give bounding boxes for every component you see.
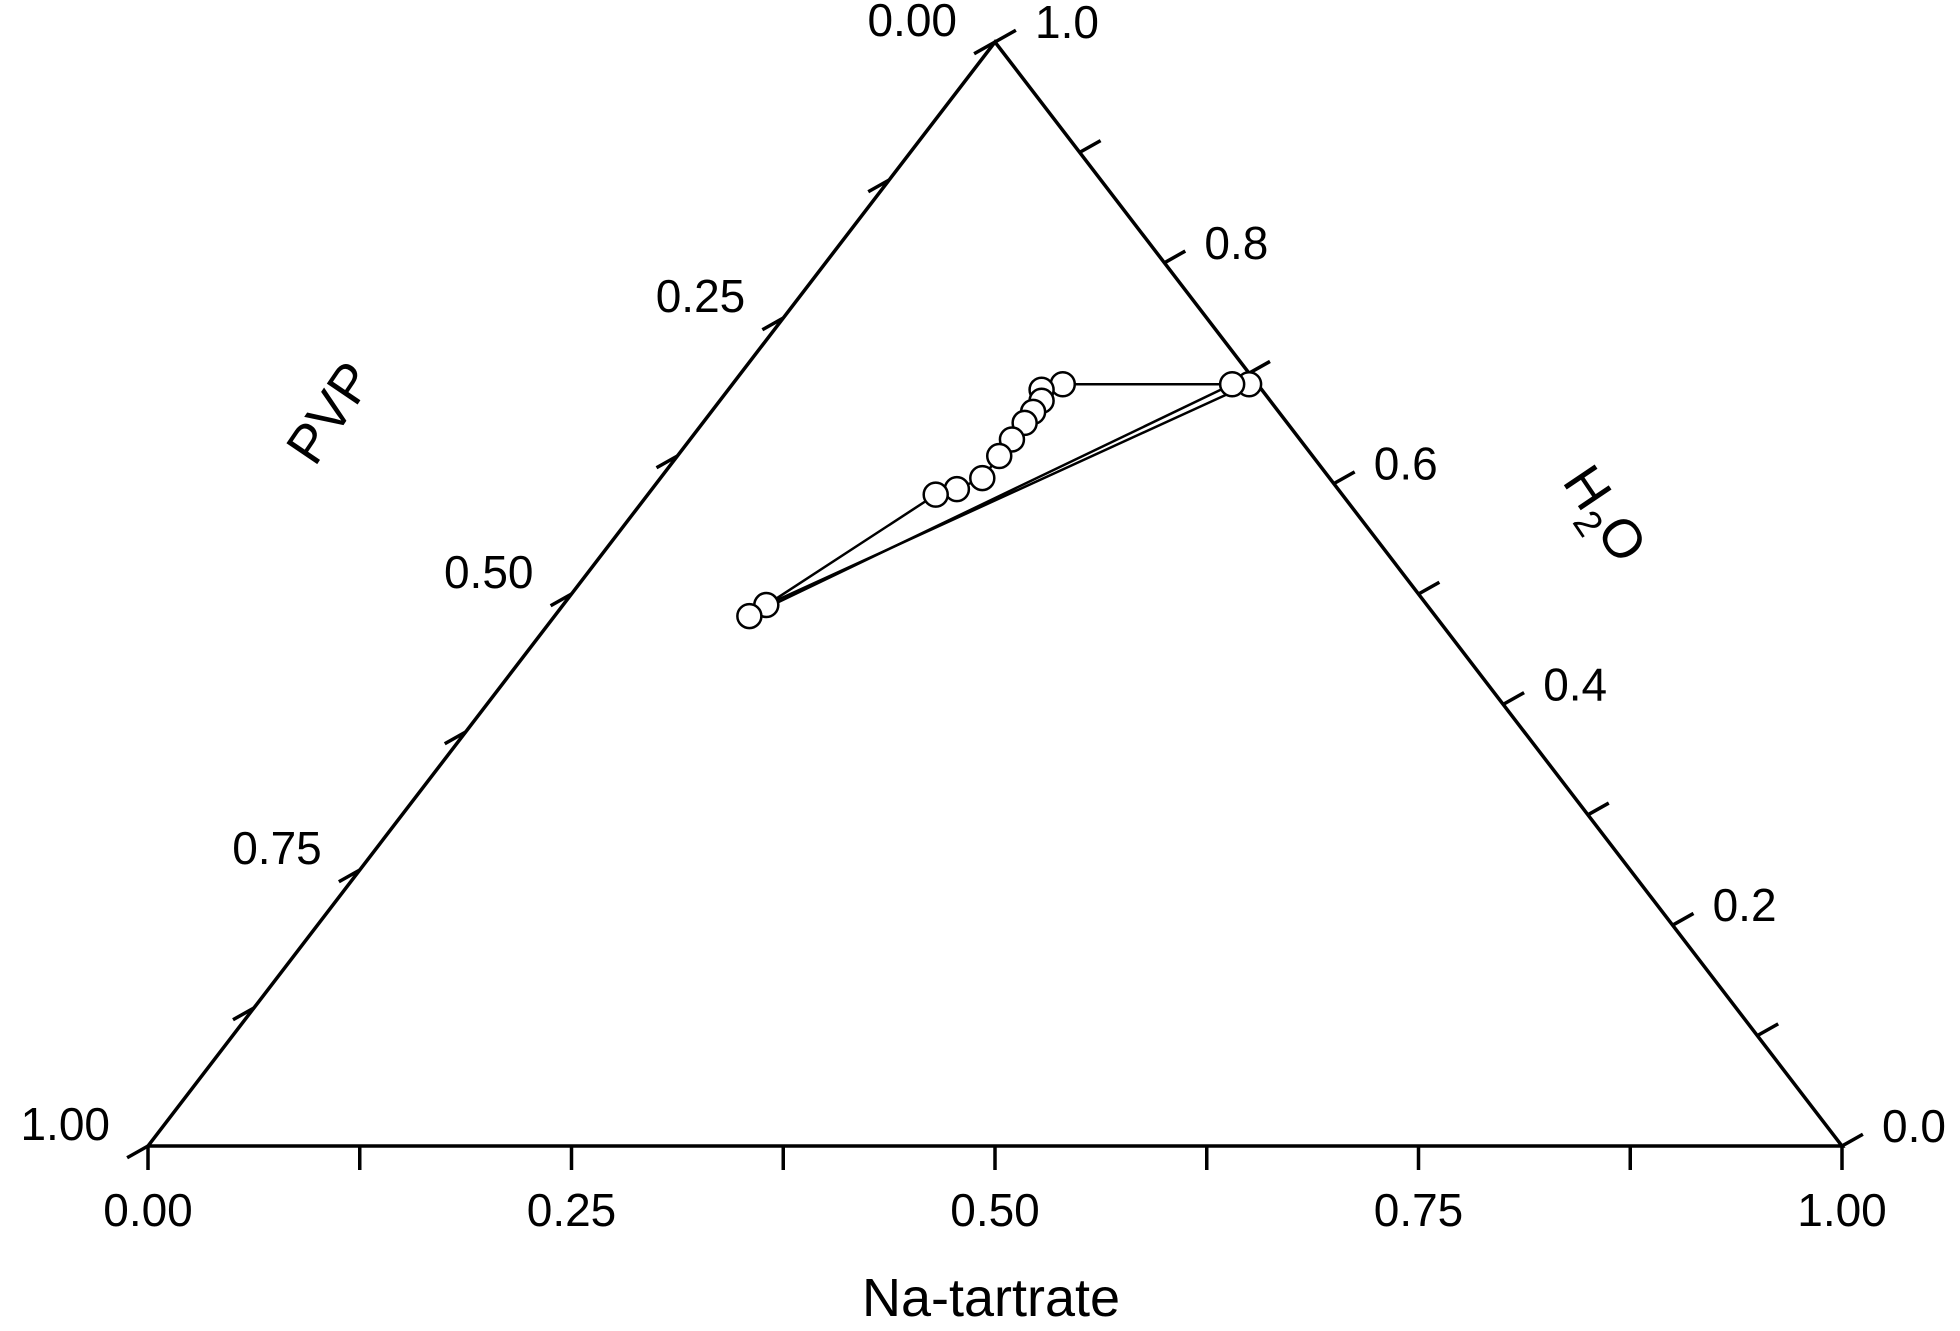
tie-line: [748, 383, 1233, 618]
left-tick: [232, 1006, 255, 1022]
data-point: [969, 464, 996, 492]
tick-labels: 0.00 0.25 0.50 0.75 1.000.000.250.500.751.00…: [20, 0, 1945, 1236]
right-tick-label: 0.6: [1374, 438, 1438, 490]
right-tick: [1248, 359, 1271, 375]
right-tick-label: 0.0: [1882, 1100, 1946, 1152]
right-tick: [1417, 580, 1441, 596]
right-tick: [1587, 801, 1610, 817]
bottom-tick-label: 0.75: [1374, 1184, 1464, 1236]
left-tick-label: 0.25: [656, 270, 746, 322]
right-tick-label: 0.4: [1543, 658, 1607, 710]
right-tick-label: 1.0: [1035, 0, 1099, 48]
bottom-tick-label: 0.00: [103, 1184, 193, 1236]
left-tick: [338, 868, 361, 884]
bottom-tick-label: 0.50: [950, 1184, 1040, 1236]
right-tick: [1502, 691, 1525, 706]
left-tick-label: 0.75: [232, 822, 322, 874]
right-tick: [1332, 470, 1356, 486]
right-tick: [1163, 249, 1187, 265]
left-tick: [655, 454, 679, 470]
left-tick: [549, 592, 573, 608]
left-axis-title: PVP: [275, 351, 385, 474]
series-layer: [736, 370, 1263, 630]
right-tick: [1756, 1022, 1780, 1038]
left-tick: [761, 316, 785, 332]
left-tick-label: 0.00: [867, 0, 957, 46]
left-tick-label: 0.50: [444, 546, 534, 598]
right-tick: [1671, 911, 1695, 927]
left-tick: [867, 178, 890, 194]
right-tick-label: 0.2: [1713, 879, 1777, 931]
left-tick: [973, 40, 996, 56]
left-tick: [126, 1144, 149, 1160]
ternary-frame: [144, 39, 1846, 1148]
tick-marks: [126, 28, 1864, 1170]
data-point: [1218, 370, 1246, 398]
right-tick: [1078, 139, 1102, 154]
triangle-outline: [144, 39, 1846, 1148]
right-tick: [994, 28, 1017, 44]
right-axis-title: H2O: [1542, 455, 1658, 579]
bottom-tick-label: 0.25: [527, 1184, 617, 1236]
right-tick: [1841, 1132, 1864, 1148]
right-tick-label: 0.8: [1204, 217, 1268, 269]
data-point: [922, 481, 949, 508]
bottom-tick-label: 1.00: [1797, 1184, 1887, 1236]
data-point: [985, 442, 1013, 470]
data-point: [736, 602, 763, 630]
left-tick-label: 1.00: [20, 1098, 110, 1150]
left-tick: [443, 730, 467, 746]
bottom-axis-title: Na-tartrate: [862, 1268, 1120, 1328]
